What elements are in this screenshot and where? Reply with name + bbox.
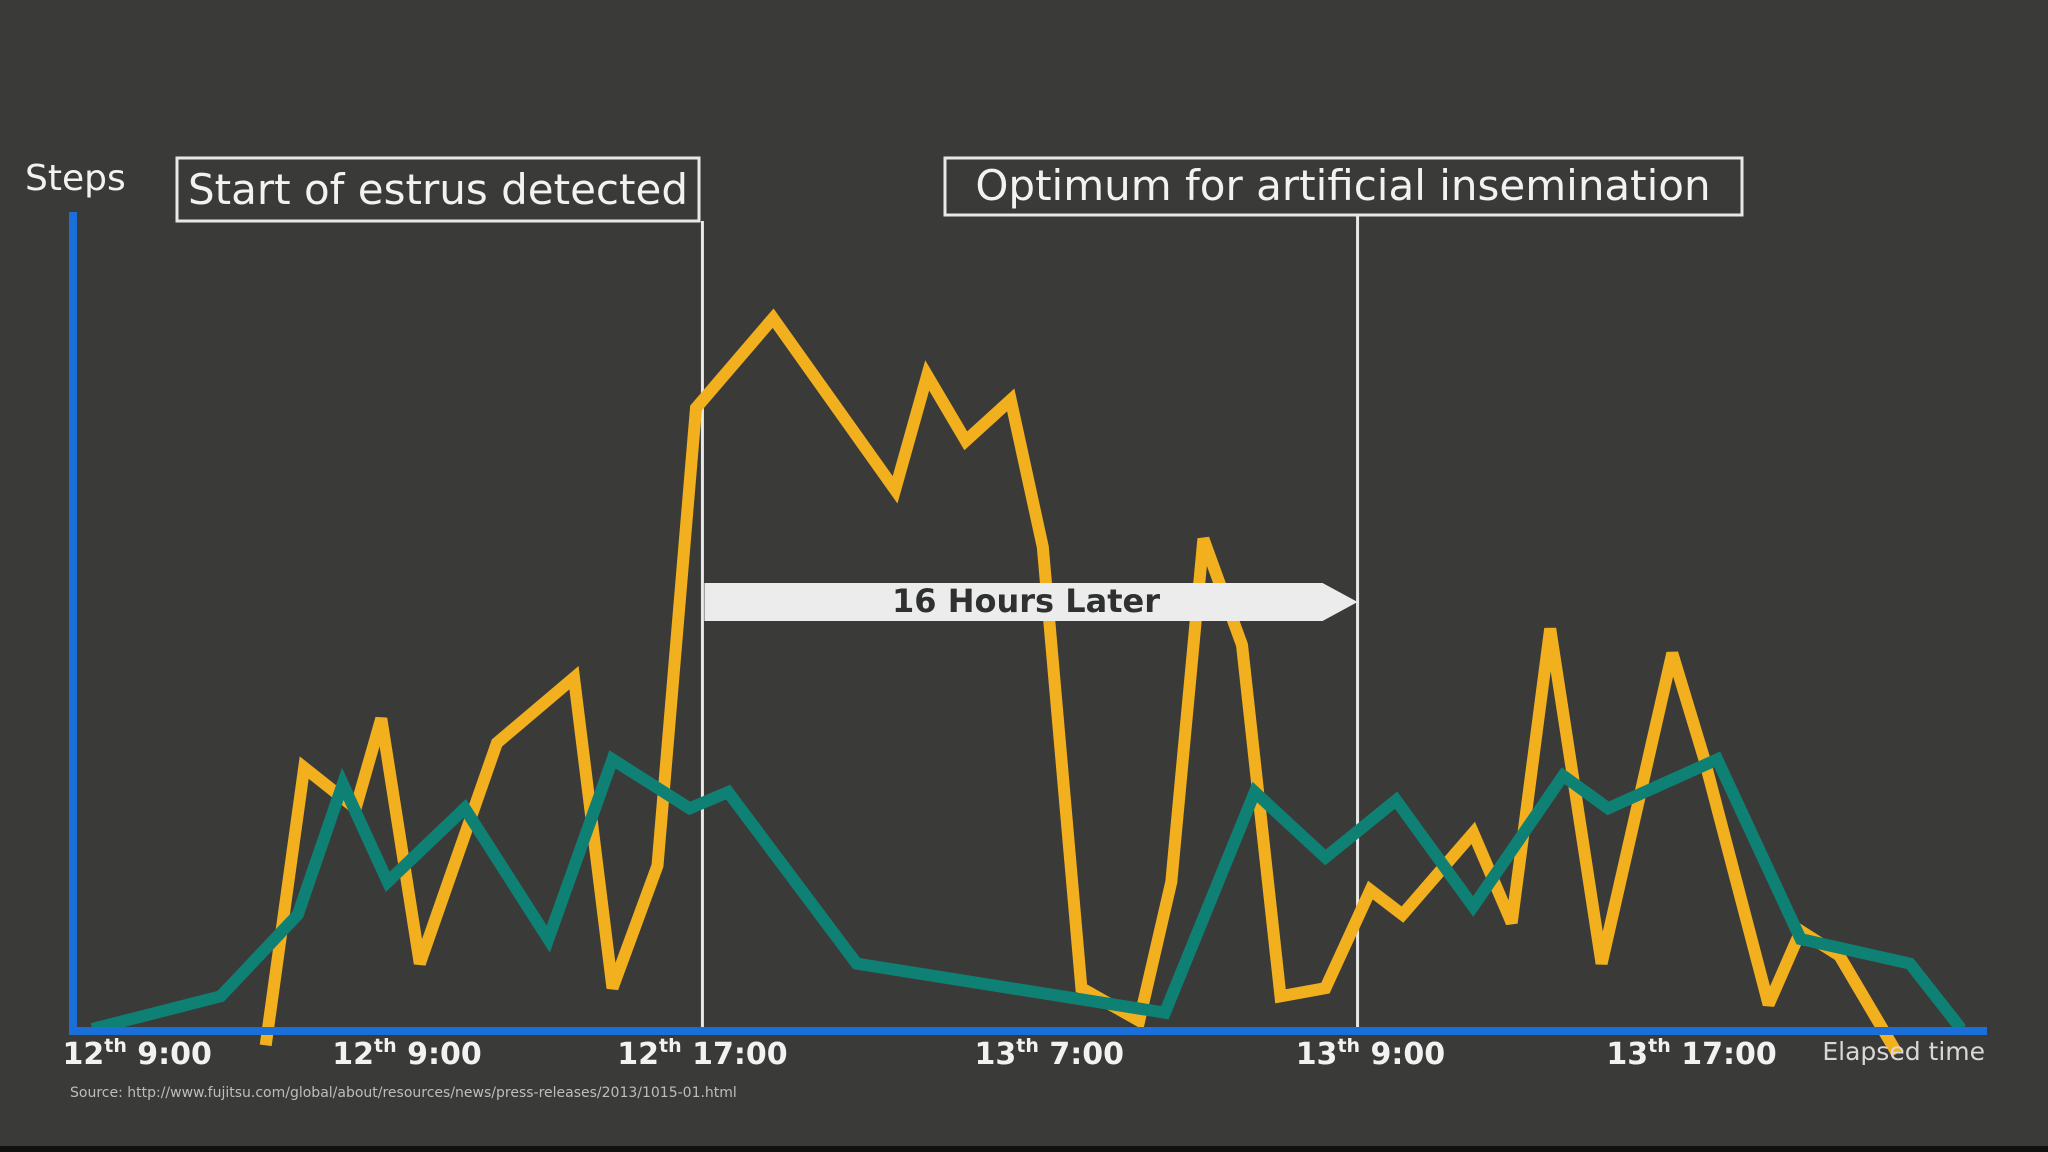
x-tick-label-4: 13th 7:00 bbox=[975, 1035, 1124, 1072]
bottom-frame-bar bbox=[0, 1146, 2048, 1152]
x-tick-label-3: 12th 17:00 bbox=[617, 1035, 787, 1072]
x-tick-label-1: 12th 9:00 bbox=[63, 1035, 212, 1072]
annotation-start-label: Start of estrus detected bbox=[188, 165, 688, 214]
annotation-start: Start of estrus detected bbox=[175, 156, 704, 1031]
y-axis-label: Steps bbox=[25, 158, 126, 199]
series-line-1 bbox=[259, 308, 1903, 1057]
annotation-optimum-label: Optimum for artificial insemination bbox=[975, 161, 1710, 210]
interval-arrow: 16 Hours Later bbox=[704, 582, 1358, 621]
x-tick-label-2: 12th 9:00 bbox=[332, 1035, 481, 1072]
interval-arrow-label: 16 Hours Later bbox=[892, 582, 1160, 620]
interval-arrow-shape bbox=[704, 583, 1358, 621]
x-axis-label: Elapsed time bbox=[1822, 1037, 1985, 1066]
x-tick-label-5: 13th 9:00 bbox=[1296, 1035, 1445, 1072]
annotation-optimum-box bbox=[943, 156, 1744, 217]
x-tick-label-6: 13th 17:00 bbox=[1606, 1035, 1776, 1072]
series-line-2 bbox=[90, 750, 1967, 1035]
annotation-optimum: Optimum for artificial insemination bbox=[943, 156, 1744, 1031]
series-layer bbox=[90, 308, 1967, 1057]
source-citation: Source: http://www.fujitsu.com/global/ab… bbox=[70, 1085, 737, 1101]
annotation-start-box bbox=[175, 156, 701, 223]
x-tick-labels: 12th 9:00 12th 9:00 12th 17:00 13th 7:00 13t… bbox=[63, 1035, 1777, 1072]
